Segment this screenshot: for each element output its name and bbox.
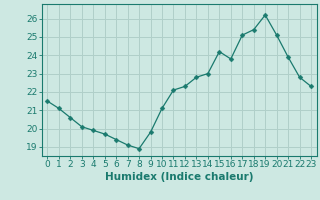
X-axis label: Humidex (Indice chaleur): Humidex (Indice chaleur) <box>105 172 253 182</box>
